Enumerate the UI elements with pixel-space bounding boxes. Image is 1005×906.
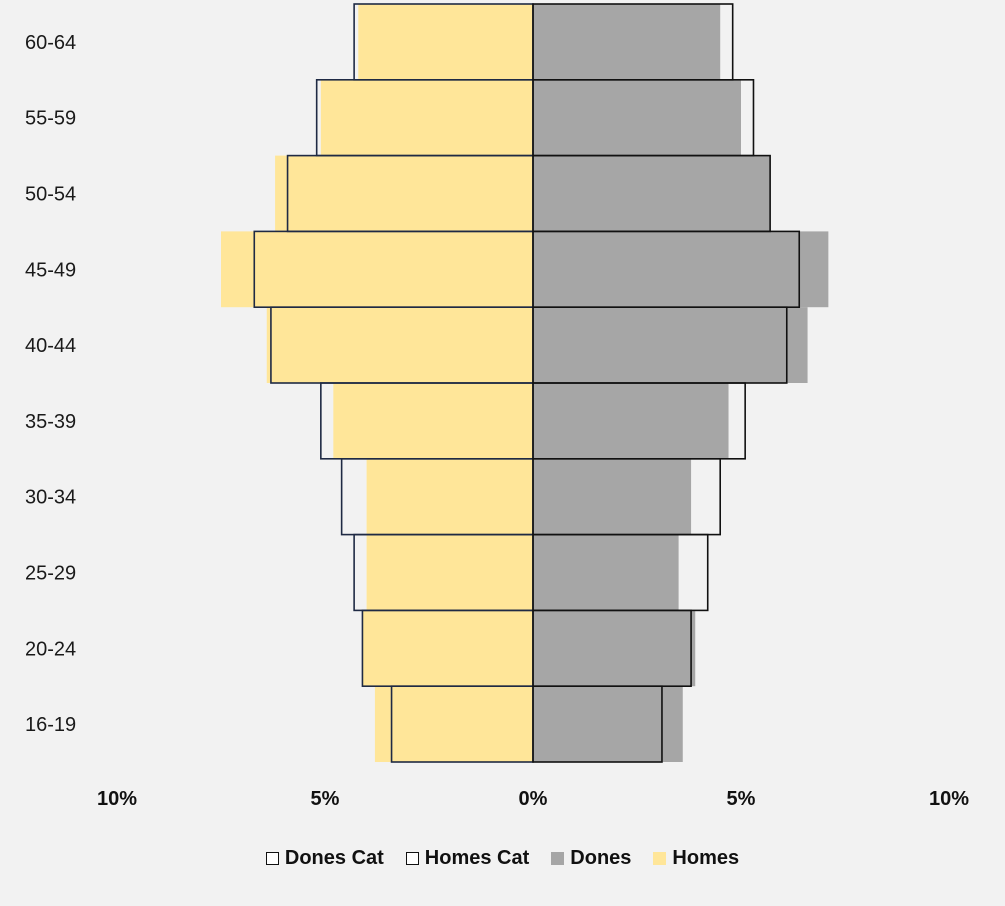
legend-label-homes-cat: Homes Cat — [424, 847, 530, 869]
bar-homes-50-54 — [275, 155, 533, 232]
x-tick-label-3: 5% — [727, 788, 756, 810]
legend-label-homes: Homes — [672, 847, 740, 869]
legend-item-dones-cat: Dones Cat — [265, 847, 384, 870]
legend-label-dones-cat: Dones Cat — [284, 847, 384, 869]
bar-homes-40-44 — [266, 307, 533, 383]
bar-homes-25-29 — [366, 534, 533, 611]
legend-swatch-dones-cat — [265, 852, 279, 865]
age-label-40-44: 40-44 — [25, 335, 76, 357]
bar-dones-30-34 — [533, 458, 692, 535]
bar-homes-35-39 — [333, 383, 533, 459]
age-label-16-19: 16-19 — [25, 714, 76, 736]
age-label-50-54: 50-54 — [25, 184, 76, 206]
legend-item-dones: Dones — [551, 847, 631, 870]
x-tick-label-1: 5% — [311, 788, 340, 810]
bar-dones-45-49 — [533, 231, 829, 308]
age-label-45-49: 45-49 — [25, 259, 76, 281]
bar-homes-20-24 — [362, 610, 533, 687]
x-tick-label-2: 0% — [519, 788, 548, 810]
age-label-60-64: 60-64 — [25, 32, 76, 54]
age-label-35-39: 35-39 — [25, 411, 76, 433]
legend-swatch-dones — [551, 852, 565, 865]
age-label-25-29: 25-29 — [25, 563, 76, 585]
bar-dones-60-64 — [533, 4, 721, 80]
age-label-55-59: 55-59 — [25, 108, 76, 130]
bar-homes-16-19 — [374, 686, 533, 762]
legend-swatch-homes-cat — [405, 852, 419, 865]
bar-dones-55-59 — [533, 79, 741, 156]
legend-swatch-homes — [653, 852, 667, 865]
bar-dones-50-54 — [533, 155, 771, 232]
age-label-20-24: 20-24 — [25, 638, 76, 660]
bar-dones-20-24 — [533, 610, 696, 687]
bar-homes-45-49 — [221, 231, 533, 308]
bar-dones-25-29 — [533, 534, 679, 611]
chart-legend: Dones Cat Homes Cat Dones Homes — [0, 847, 1005, 870]
bar-homes-30-34 — [366, 458, 533, 535]
bar-homes-55-59 — [320, 79, 533, 156]
bar-outline-dones-cat-60-64 — [532, 3, 734, 81]
legend-item-homes: Homes — [653, 847, 739, 870]
x-tick-label-4: 10% — [929, 788, 969, 810]
bar-homes-60-64 — [358, 4, 533, 80]
bar-dones-16-19 — [533, 686, 683, 762]
x-tick-label-0: 10% — [97, 788, 137, 810]
age-label-30-34: 30-34 — [25, 487, 76, 509]
legend-label-dones: Dones — [570, 847, 632, 869]
bar-dones-40-44 — [533, 307, 808, 383]
chart-plot-area: 16-19 20-24 25-29 30-34 35-39 40-44 45-49 50-54… — [25, 3, 969, 810]
bar-dones-35-39 — [533, 383, 729, 459]
legend-item-homes-cat: Homes Cat — [405, 847, 530, 870]
